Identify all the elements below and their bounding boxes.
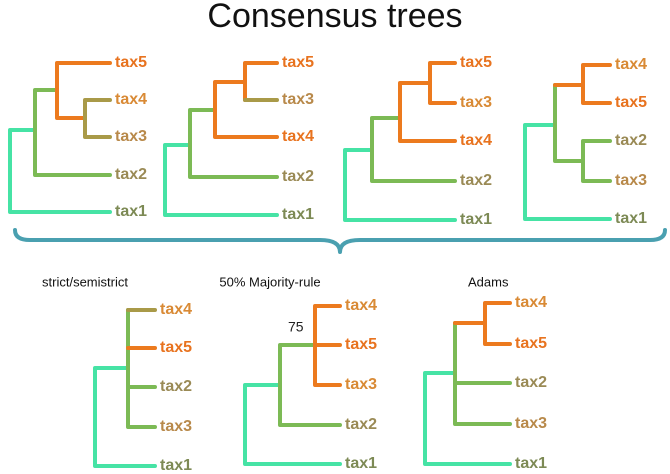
tree-top-branches bbox=[55, 61, 612, 387]
leaf-label: tax5 bbox=[345, 336, 377, 353]
leaf-label: tax3 bbox=[460, 94, 492, 111]
leaf-label: tax2 bbox=[460, 172, 492, 189]
leaf-label: tax3 bbox=[615, 172, 647, 189]
leaf-label: tax5 bbox=[282, 54, 314, 71]
leaf-label: tax5 bbox=[160, 339, 192, 356]
leaf-label: tax1 bbox=[515, 455, 547, 472]
consensus-title: strict/semistrict bbox=[42, 274, 128, 289]
consensus-title: 50% Majority-rule bbox=[219, 274, 320, 289]
leaf-label: tax3 bbox=[115, 128, 147, 145]
tree-mid-branches bbox=[33, 83, 612, 429]
leaf-label: tax4 bbox=[515, 294, 547, 311]
tree-root-branches bbox=[8, 123, 612, 468]
leaf-label: tax4 bbox=[115, 91, 147, 108]
leaf-label: tax1 bbox=[345, 455, 377, 472]
leaf-label: tax3 bbox=[282, 91, 314, 108]
leaf-label: tax2 bbox=[115, 166, 147, 183]
leaf-label: tax1 bbox=[160, 457, 192, 474]
leaf-label: tax4 bbox=[345, 297, 377, 314]
leaf-label: tax3 bbox=[345, 376, 377, 393]
leaf-label: tax4 bbox=[615, 56, 647, 73]
leaf-label: tax5 bbox=[515, 335, 547, 352]
consensus-title: Adams bbox=[468, 274, 509, 289]
leaf-label: tax1 bbox=[282, 206, 314, 223]
leaf-label: tax5 bbox=[115, 54, 147, 71]
tree-tip-branches bbox=[83, 98, 279, 312]
leaf-label: tax1 bbox=[115, 203, 147, 220]
leaf-label: tax4 bbox=[160, 301, 192, 318]
leaf-label: tax1 bbox=[460, 211, 492, 228]
leaf-label: tax4 bbox=[460, 132, 492, 149]
brace bbox=[13, 228, 667, 254]
leaf-label: tax2 bbox=[282, 168, 314, 185]
leaf-label: tax2 bbox=[515, 374, 547, 391]
leaf-label: tax2 bbox=[160, 378, 192, 395]
leaf-label: tax2 bbox=[615, 132, 647, 149]
support-label: 75 bbox=[288, 319, 304, 335]
leaf-label: tax4 bbox=[282, 128, 314, 145]
leaf-label: tax3 bbox=[515, 415, 547, 432]
leaf-label: tax5 bbox=[460, 54, 492, 71]
leaf-label: tax3 bbox=[160, 418, 192, 435]
title: Consensus trees bbox=[207, 0, 462, 35]
leaf-label: tax1 bbox=[615, 210, 647, 227]
leaf-label: tax2 bbox=[345, 416, 377, 433]
leaf-label: tax5 bbox=[615, 94, 647, 111]
